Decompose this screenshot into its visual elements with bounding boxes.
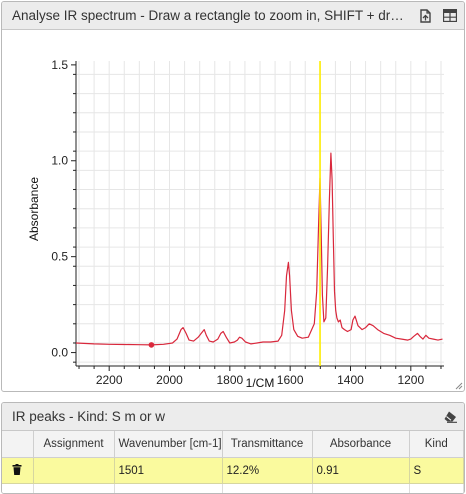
spectrum-panel-title: Analyse IR spectrum - Draw a rectangle t… <box>12 8 410 23</box>
column-header-delete <box>2 431 33 458</box>
ir-peaks-panel: IR peaks - Kind: S m or w Assignment Wav… <box>1 402 465 494</box>
table-view-icon[interactable] <box>442 8 458 24</box>
x-axis-title: 1/CM <box>246 376 275 390</box>
eraser-icon[interactable] <box>442 409 458 425</box>
y-tick-label: 1.0 <box>51 154 68 168</box>
ir-peaks-panel-header: IR peaks - Kind: S m or w <box>2 403 464 431</box>
y-tick-label: 0.5 <box>51 250 68 264</box>
ir-peaks-panel-title: IR peaks - Kind: S m or w <box>12 409 434 424</box>
spectrum-line <box>76 153 443 345</box>
delete-cell[interactable] <box>2 458 33 484</box>
column-header-kind[interactable]: Kind <box>409 431 464 458</box>
x-tick-label: 2200 <box>96 373 123 387</box>
absorbance-cell[interactable]: 0.91 <box>312 458 409 484</box>
column-header-transmittance[interactable]: Transmittance <box>222 431 312 458</box>
chart-ticks: 2200 2000 1800 1600 1400 1200 0.0 0.5 1.0 1.5 <box>51 58 441 387</box>
column-header-wavenumber[interactable]: Wavenumber [cm-1] <box>114 431 222 458</box>
y-tick-label: 0.0 <box>51 346 68 360</box>
x-tick-label: 2000 <box>156 373 183 387</box>
x-tick-label: 1600 <box>277 373 304 387</box>
table-row-empty <box>2 484 464 494</box>
trash-icon[interactable] <box>12 464 22 475</box>
chart-grid <box>76 61 444 366</box>
column-header-absorbance[interactable]: Absorbance <box>312 431 409 458</box>
y-axis-title: Absorbance <box>27 177 41 241</box>
chart-series <box>76 61 443 366</box>
export-icon[interactable] <box>418 8 434 24</box>
assignment-cell[interactable] <box>33 458 114 484</box>
y-tick-label: 1.5 <box>51 58 68 72</box>
x-tick-label: 1200 <box>397 373 424 387</box>
wavenumber-cell[interactable]: 1501 <box>114 458 222 484</box>
resize-grip-icon[interactable] <box>455 382 463 390</box>
x-tick-label: 1400 <box>337 373 364 387</box>
table-header-row: Assignment Wavenumber [cm-1] Transmittan… <box>2 431 464 458</box>
transmittance-cell[interactable]: 12.2% <box>222 458 312 484</box>
x-tick-label: 1800 <box>216 373 243 387</box>
ir-peaks-table: Assignment Wavenumber [cm-1] Transmittan… <box>2 431 464 494</box>
spectrum-panel: Analyse IR spectrum - Draw a rectangle t… <box>1 1 465 392</box>
data-point-marker <box>149 342 155 348</box>
ir-spectrum-chart[interactable]: 2200 2000 1800 1600 1400 1200 0.0 0.5 1.0 1.5 1/C… <box>2 31 464 391</box>
column-header-assignment[interactable]: Assignment <box>33 431 114 458</box>
table-row[interactable]: 1501 12.2% 0.91 S <box>2 458 464 484</box>
kind-cell[interactable]: S <box>409 458 464 484</box>
spectrum-panel-header: Analyse IR spectrum - Draw a rectangle t… <box>2 2 464 30</box>
